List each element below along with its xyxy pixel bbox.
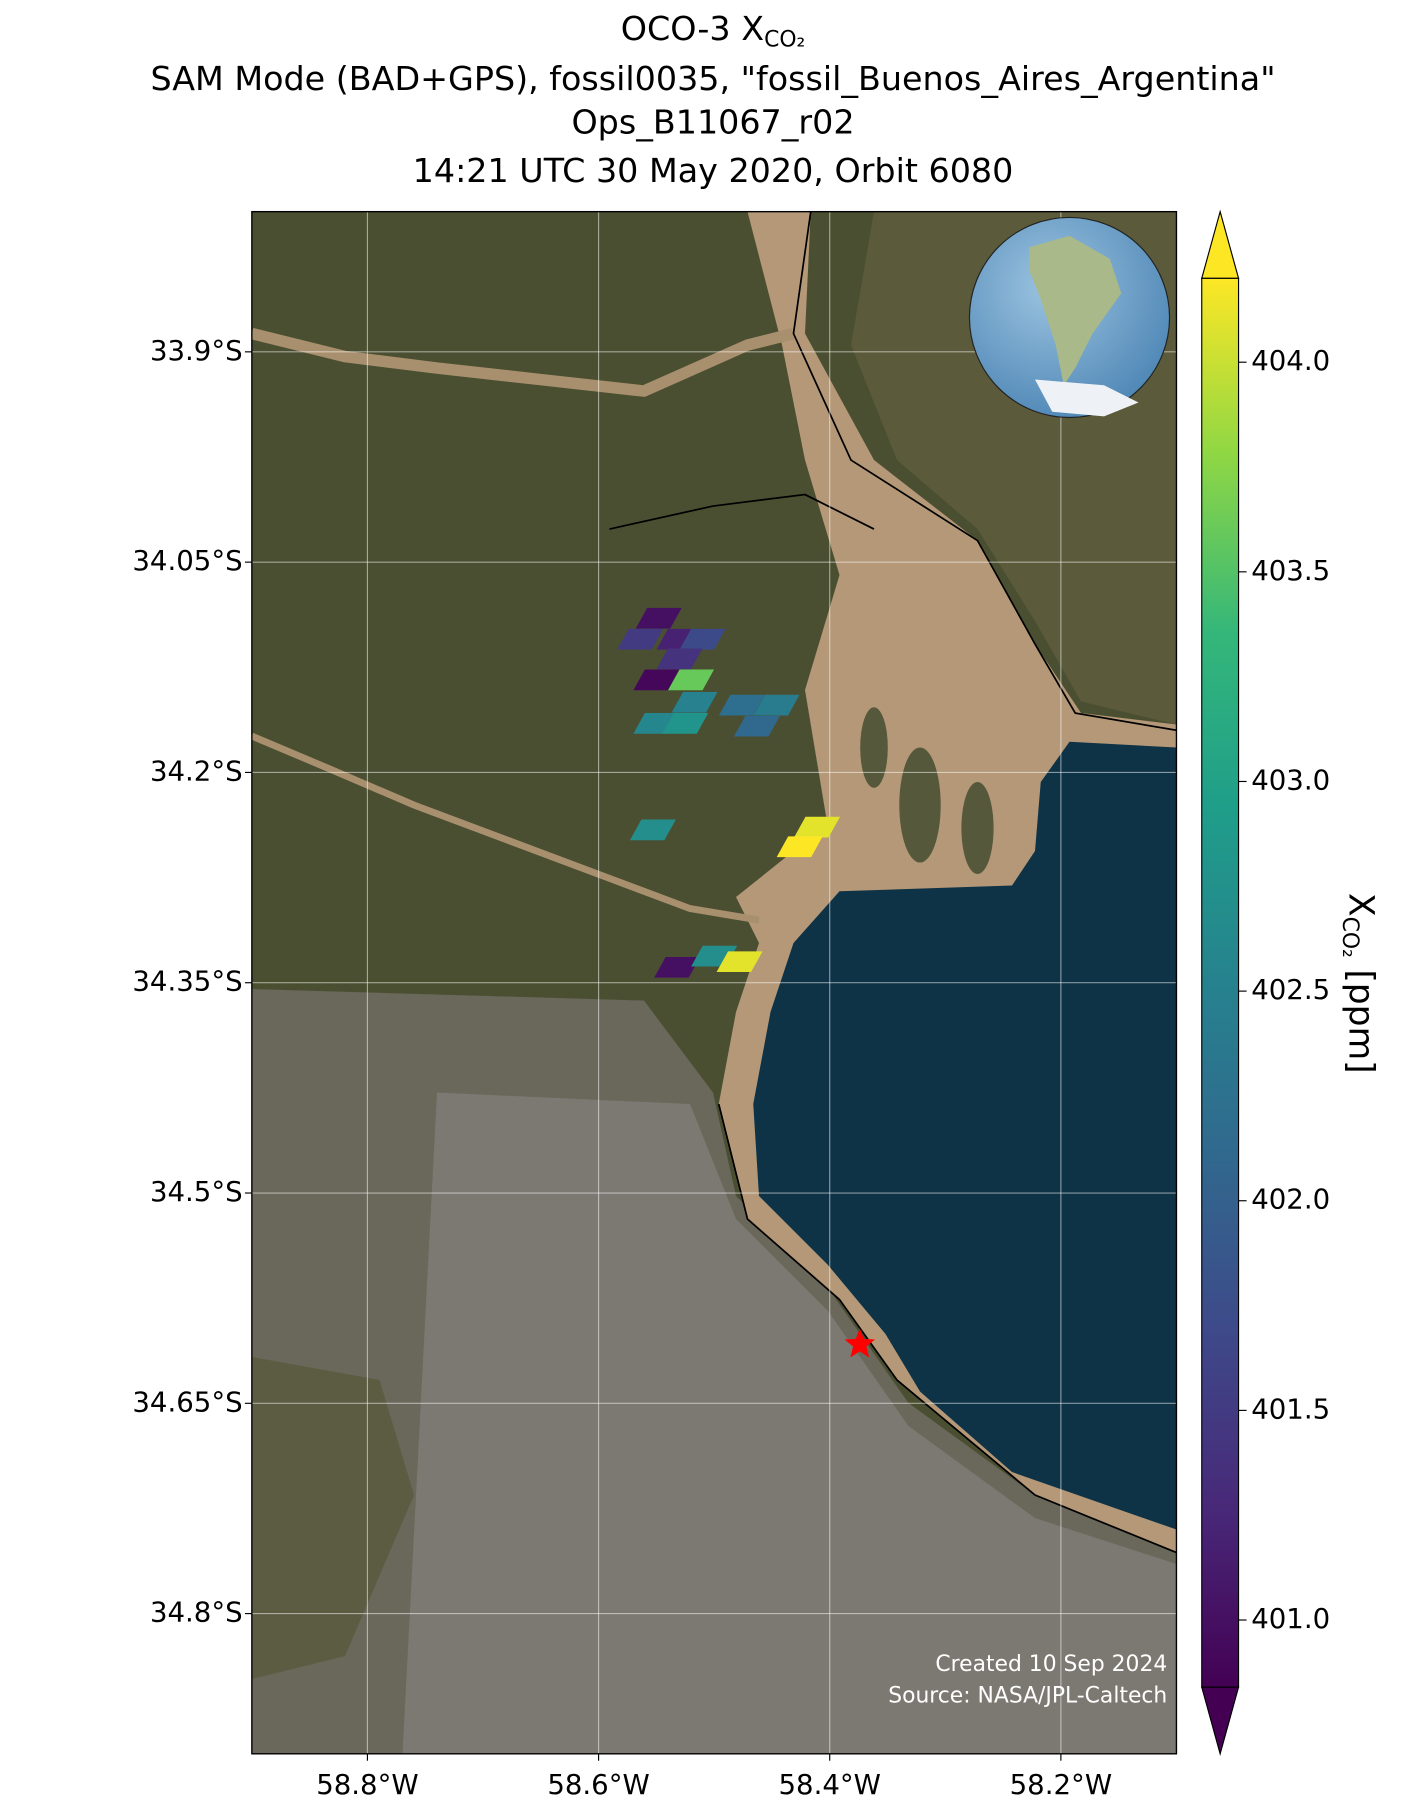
footprint xyxy=(718,694,765,716)
footprint xyxy=(679,628,726,650)
colorbar-tick-label: 402.5 xyxy=(1251,973,1330,1006)
subtitle: Ops_B11067_r02 xyxy=(571,103,854,142)
footprint xyxy=(656,648,703,670)
credit: Source: NASA/JPL-Caltech xyxy=(888,1683,1167,1708)
footprint xyxy=(794,816,841,838)
inset-globe xyxy=(968,216,1171,419)
colorbar-body xyxy=(1201,277,1240,1688)
credit: Created 10 Sep 2024 xyxy=(935,1652,1167,1677)
y-tick-label: 34.2°S xyxy=(150,754,243,787)
subtitle: SAM Mode (BAD+GPS), fossil0035, "fossil_… xyxy=(150,59,1275,98)
target-star xyxy=(844,1328,876,1358)
title: OCO-3 XCO₂ xyxy=(621,8,806,52)
footprint xyxy=(668,669,715,691)
footprint xyxy=(654,956,701,978)
footprint xyxy=(629,819,676,841)
footprint xyxy=(635,607,682,629)
footprint xyxy=(716,951,763,973)
subtitle: 14:21 UTC 30 May 2020, Orbit 6080 xyxy=(413,151,1014,190)
colorbar-extend-max xyxy=(1200,209,1240,279)
soundings xyxy=(617,607,841,978)
colorbar-tick-label: 403.5 xyxy=(1251,554,1330,587)
colorbar: 401.0 401.5 402.0 402.5 403.0 403.5 404.0 xyxy=(1200,209,1330,1756)
x-tick-label: 58.6°W xyxy=(547,1768,649,1801)
footprint xyxy=(662,713,709,734)
x-tick-label: 58.2°W xyxy=(1010,1768,1112,1801)
colorbar-tick-label: 404.0 xyxy=(1251,344,1330,377)
title-text: OCO-3 X xyxy=(621,8,764,47)
footprint xyxy=(733,715,780,737)
y-tick-label: 34.05°S xyxy=(132,544,242,577)
colorbar-tick-label: 401.5 xyxy=(1251,1392,1330,1425)
title-subscript: CO₂ xyxy=(764,27,805,52)
y-tick-label: 33.9°S xyxy=(150,334,243,367)
y-tick-label: 34.5°S xyxy=(150,1175,243,1208)
colorbar-tick-label: 403.0 xyxy=(1251,763,1330,796)
colorbar-extend-min xyxy=(1200,1686,1240,1756)
colorbar-label: XCO₂ [ppm] xyxy=(1337,893,1381,1074)
overlay xyxy=(844,1328,876,1358)
footprint xyxy=(753,694,800,716)
x-tick-label: 58.8°W xyxy=(316,1768,418,1801)
colorbar-label-subscript: CO₂ xyxy=(1337,917,1362,958)
colorbar-label-text: X xyxy=(1341,893,1381,917)
footprint xyxy=(671,691,718,713)
y-tick-label: 34.8°S xyxy=(150,1596,243,1629)
colorbar-tick-label: 402.0 xyxy=(1251,1183,1330,1216)
y-tick-label: 34.65°S xyxy=(132,1385,242,1418)
y-tick-label: 34.35°S xyxy=(132,965,242,998)
x-tick-label: 58.4°W xyxy=(778,1768,880,1801)
colorbar-label-unit: [ppm] xyxy=(1341,969,1381,1073)
grid xyxy=(251,211,1177,1754)
footprint xyxy=(776,836,823,858)
colorbar-tick-label: 401.0 xyxy=(1251,1602,1330,1635)
footprint xyxy=(633,669,680,691)
footprint xyxy=(617,628,664,650)
